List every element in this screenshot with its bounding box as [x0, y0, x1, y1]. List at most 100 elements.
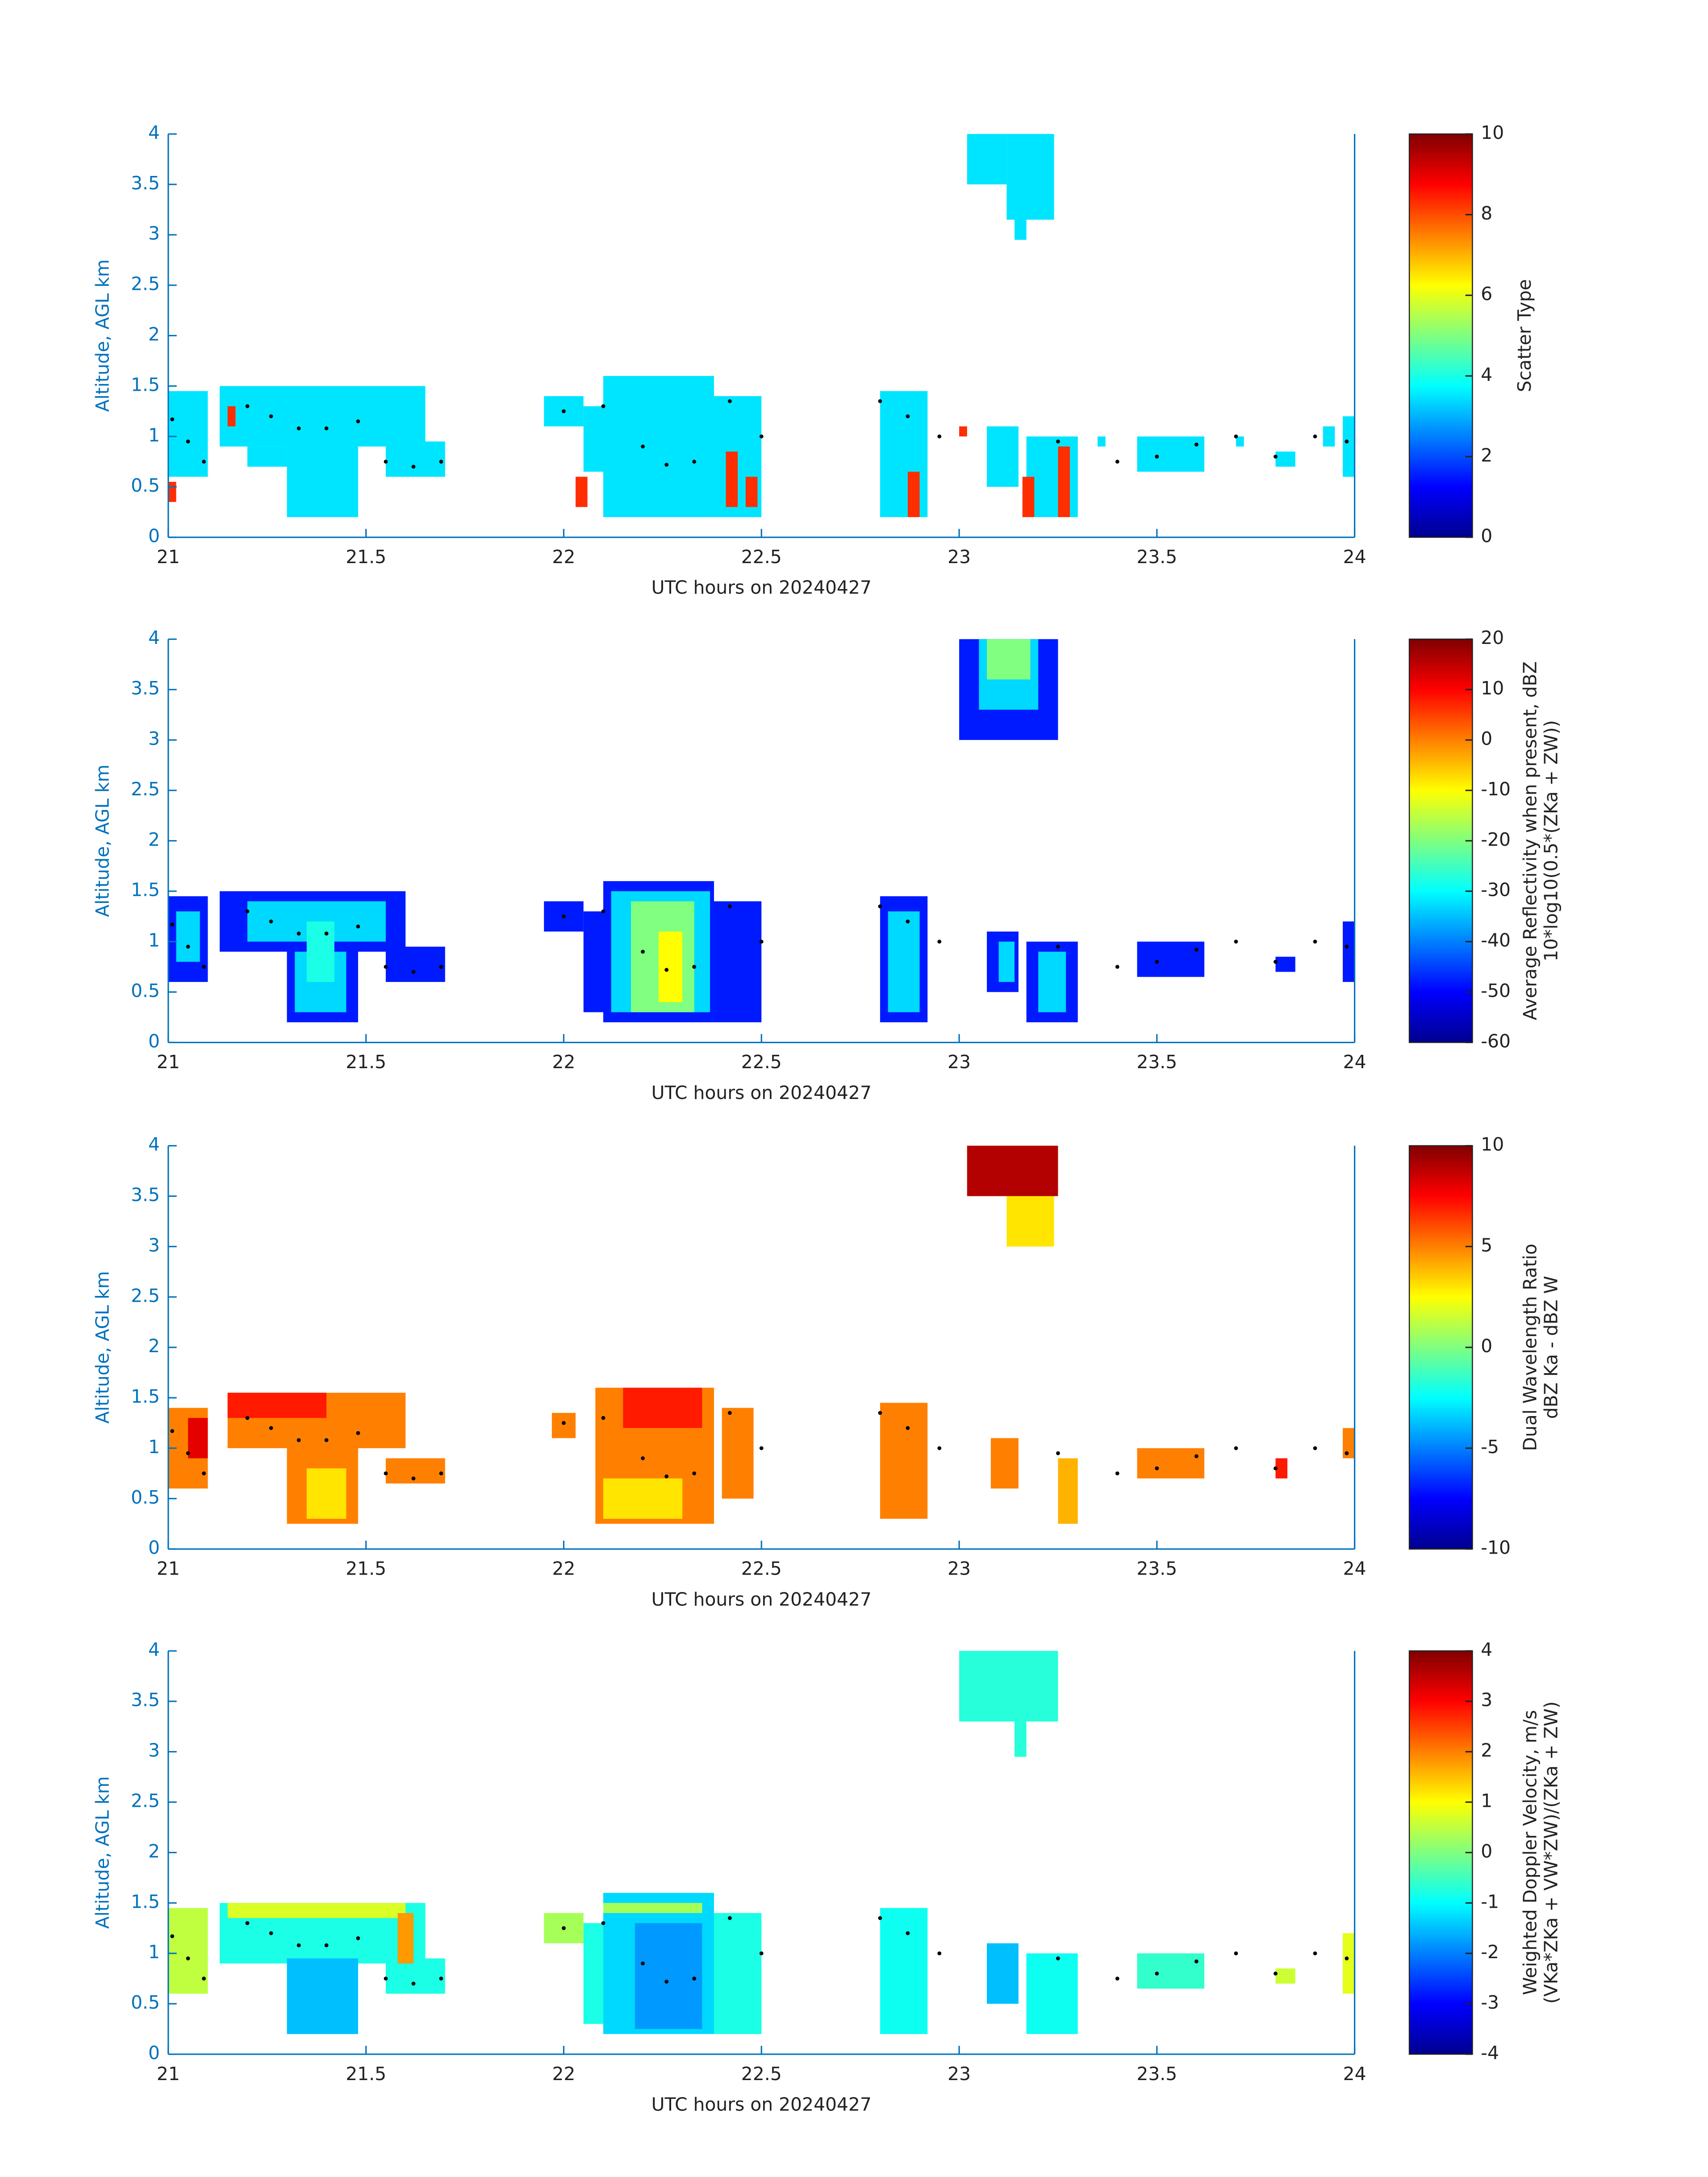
- cloud-base-point: [324, 426, 329, 430]
- heatmap-cell: [1343, 1428, 1355, 1458]
- cloud-base-point: [937, 940, 942, 944]
- heatmap-cell: [1058, 446, 1070, 517]
- cloud-base-point: [601, 909, 606, 914]
- cloud-base-point: [1056, 439, 1060, 444]
- cloud-base-point: [641, 949, 645, 954]
- x-tick-label: 21.5: [346, 1558, 386, 1579]
- heatmap-cell: [168, 481, 176, 502]
- cloud-base-point: [878, 904, 882, 908]
- cloud-base-point: [878, 1916, 882, 1920]
- cloud-base-point: [1345, 439, 1349, 444]
- y-tick-label: 1: [148, 1941, 160, 1963]
- cloud-base-point: [664, 463, 669, 467]
- y-tick-label: 4: [148, 627, 160, 648]
- y-tick-label: 4: [148, 1639, 160, 1660]
- cloud-base-point: [641, 444, 645, 449]
- y-tick-label: 1: [148, 424, 160, 446]
- cloud-base-point: [1313, 1446, 1317, 1450]
- y-tick-label: 3: [148, 1740, 160, 1761]
- heatmap-cell: [188, 1418, 208, 1458]
- heatmap-cell: [987, 639, 1031, 680]
- heatmap-cell: [227, 1903, 406, 1918]
- y-tick-label: 1.5: [131, 1386, 160, 1407]
- cloud-base-point: [906, 919, 910, 923]
- colorbar-tick-label: -4: [1481, 2042, 1499, 2064]
- heatmap-cell: [1137, 1953, 1205, 1989]
- cloud-base-point: [1056, 944, 1060, 949]
- cloud-base-point: [202, 1471, 206, 1475]
- heatmap-cell: [385, 441, 445, 477]
- heatmap-cell: [551, 1412, 576, 1438]
- colorbar: [1408, 1145, 1473, 1550]
- cloud-base-point: [906, 1931, 910, 1935]
- cloud-base-point: [1234, 1446, 1238, 1450]
- y-tick-label: 2.5: [131, 1285, 160, 1306]
- colorbar-tick-label: -30: [1481, 879, 1511, 901]
- cloud-base-point: [356, 1431, 360, 1435]
- y-tick-label: 2: [148, 1841, 160, 1862]
- cloud-base-point: [411, 464, 416, 469]
- cloud-base-point: [1313, 1951, 1317, 1956]
- x-tick-label: 22: [552, 1051, 575, 1073]
- colorbar-label: 10*log10(0.5*(ZKa + ZW)): [1540, 720, 1562, 961]
- cloud-base-point: [562, 1926, 566, 1930]
- x-tick-label: 21.5: [346, 2063, 386, 2085]
- x-tick-label: 22.5: [741, 1558, 782, 1579]
- cloud-base-point: [727, 904, 732, 908]
- x-axis-label: UTC hours on 20240427: [651, 1588, 872, 1610]
- y-tick-label: 3: [148, 223, 160, 244]
- heatmap-cell: [576, 476, 588, 507]
- heatmap-cell: [959, 1651, 1058, 1722]
- cloud-base-point: [1194, 1959, 1199, 1964]
- cloud-base-point: [664, 968, 669, 972]
- heatmap-cell: [603, 1903, 702, 1913]
- cloud-base-point: [439, 1976, 443, 1981]
- colorbar-tick-label: 2: [1481, 445, 1492, 466]
- cloud-base-point: [601, 1921, 606, 1925]
- cloud-base-point: [411, 1476, 416, 1481]
- cloud-base-point: [937, 1446, 942, 1450]
- colorbar-tick-label: -10: [1481, 778, 1511, 800]
- cloud-base-point: [601, 404, 606, 408]
- colorbar-tick-label: 6: [1481, 283, 1492, 305]
- x-tick-label: 22: [552, 2063, 575, 2085]
- cloud-base-point: [692, 460, 697, 464]
- colorbar-tick-label: 0: [1481, 728, 1492, 749]
- heatmap-cell: [1275, 1968, 1295, 1984]
- colorbar-label: Weighted Doppler Velocity, m/s: [1519, 1710, 1541, 1995]
- cloud-base-point: [170, 922, 175, 927]
- cloud-base-point: [1234, 940, 1238, 944]
- y-axis-label: Altitude, AGL km: [92, 1776, 113, 1929]
- cloud-base-point: [937, 434, 942, 439]
- colorbar: [1408, 133, 1473, 538]
- cloud-base-point: [1115, 460, 1119, 464]
- colorbar-tick-label: 20: [1481, 627, 1504, 648]
- heatmap-cell: [1022, 476, 1035, 517]
- cloud-base-point: [411, 1981, 416, 1986]
- x-tick-label: 22.5: [741, 1051, 782, 1073]
- cloud-base-point: [245, 404, 250, 408]
- x-tick-label: 22.5: [741, 546, 782, 568]
- x-tick-label: 21.5: [346, 1051, 386, 1073]
- cloud-base-point: [439, 965, 443, 969]
- colorbar-tick-label: 0: [1481, 525, 1492, 547]
- x-tick-label: 22: [552, 546, 575, 568]
- heatmap-cell: [1137, 941, 1205, 977]
- heatmap-cell: [1275, 957, 1295, 972]
- heatmap-cell: [1006, 1196, 1054, 1247]
- heatmap-cell: [385, 1458, 445, 1483]
- cloud-base-point: [296, 1943, 301, 1947]
- cloud-base-point: [245, 1416, 250, 1420]
- x-tick-label: 21.5: [346, 546, 386, 568]
- colorbar-tick-label: -50: [1481, 980, 1511, 1002]
- cloud-base-point: [727, 1916, 732, 1920]
- y-tick-label: 2.5: [131, 1790, 160, 1812]
- heatmap-cell: [219, 386, 426, 447]
- x-axis-label: UTC hours on 20240427: [651, 577, 872, 598]
- cloud-base-point: [906, 1426, 910, 1430]
- colorbar-tick-label: 4: [1481, 1639, 1492, 1660]
- heatmap-cell: [168, 391, 208, 477]
- y-tick-label: 3.5: [131, 677, 160, 699]
- cloud-base-point: [1155, 1972, 1159, 1976]
